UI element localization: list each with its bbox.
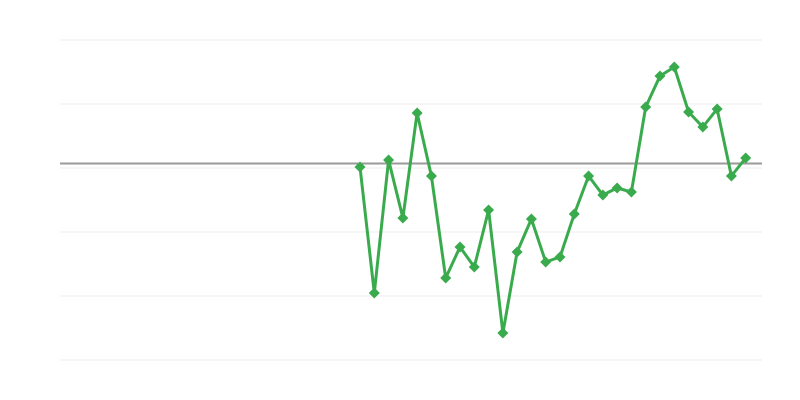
data-point-marker[interactable] <box>568 208 580 220</box>
price-series-line-group <box>358 65 748 335</box>
data-point-marker[interactable] <box>511 246 523 258</box>
data-point-marker[interactable] <box>540 256 552 268</box>
data-point-marker[interactable] <box>483 204 495 216</box>
data-point-marker[interactable] <box>525 213 537 225</box>
price-series-line <box>358 65 748 335</box>
data-point-marker[interactable] <box>611 182 623 194</box>
data-point-marker[interactable] <box>711 103 723 115</box>
data-point-marker[interactable] <box>625 186 637 198</box>
data-point-marker[interactable] <box>397 212 409 224</box>
data-point-marker[interactable] <box>683 106 695 118</box>
data-point-marker[interactable] <box>583 170 595 182</box>
data-point-marker[interactable] <box>383 154 395 166</box>
data-point-marker[interactable] <box>425 170 437 182</box>
data-point-marker[interactable] <box>697 121 709 133</box>
data-point-marker[interactable] <box>454 241 466 253</box>
data-point-marker[interactable] <box>668 61 680 73</box>
data-point-marker[interactable] <box>725 170 737 182</box>
data-point-marker[interactable] <box>354 161 366 173</box>
data-point-marker[interactable] <box>468 261 480 273</box>
data-point-marker[interactable] <box>554 251 566 263</box>
data-point-marker[interactable] <box>654 70 666 82</box>
data-point-marker[interactable] <box>740 152 752 164</box>
data-point-marker[interactable] <box>368 287 380 299</box>
data-point-marker[interactable] <box>411 107 423 119</box>
data-point-marker[interactable] <box>597 189 609 201</box>
data-point-marker[interactable] <box>497 327 509 339</box>
data-point-marker[interactable] <box>440 272 452 284</box>
gridlines <box>60 39 762 361</box>
data-point-marker[interactable] <box>640 101 652 113</box>
data-point-markers <box>354 61 752 339</box>
